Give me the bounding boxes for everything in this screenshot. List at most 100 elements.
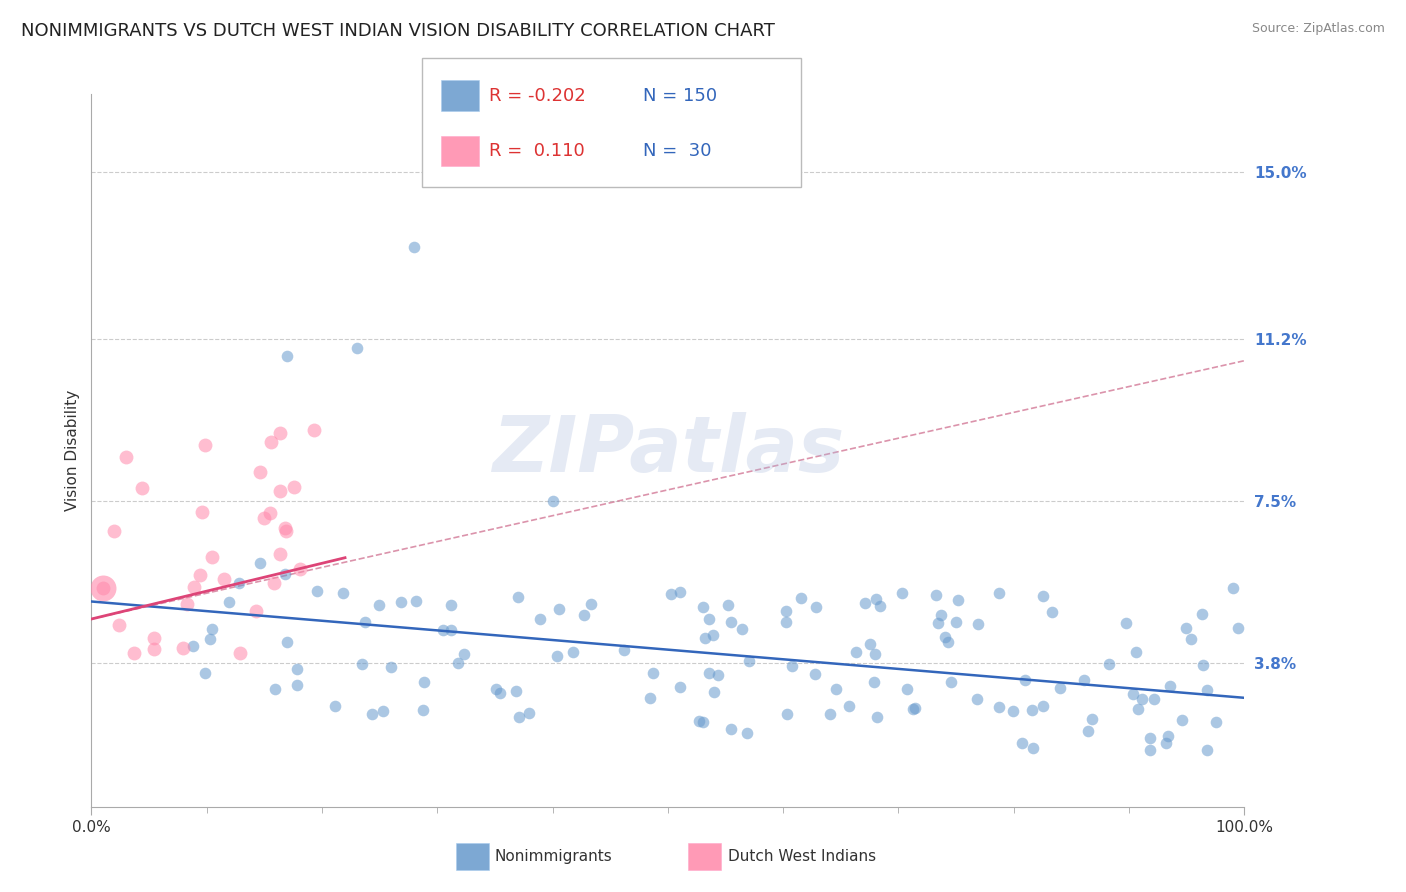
Point — [332, 585, 354, 599]
Point — [866, 709, 889, 723]
Point — [659, 587, 682, 601]
Point — [245, 604, 267, 618]
Point — [1098, 657, 1121, 671]
Point — [1156, 736, 1178, 750]
Point — [1130, 691, 1153, 706]
Point — [228, 576, 250, 591]
Point — [1077, 723, 1099, 738]
Text: Nonimmigrants: Nonimmigrants — [495, 849, 613, 863]
Point — [249, 556, 271, 570]
Point — [804, 599, 827, 614]
Point — [669, 585, 692, 599]
Point — [967, 616, 990, 631]
Point — [896, 682, 918, 697]
Point — [731, 622, 754, 636]
Point — [929, 607, 952, 622]
Point — [367, 598, 389, 612]
Point — [925, 588, 948, 602]
Point — [190, 505, 212, 519]
Point — [668, 681, 690, 695]
Point — [529, 611, 551, 625]
Point — [274, 567, 297, 582]
Point — [201, 549, 224, 564]
Point — [260, 434, 283, 449]
Point — [508, 710, 530, 724]
Point — [380, 659, 402, 673]
Point — [838, 698, 860, 713]
Point — [440, 623, 463, 637]
Point — [276, 635, 298, 649]
Point — [432, 624, 454, 638]
Point — [274, 521, 297, 535]
Point — [818, 706, 841, 721]
Point — [717, 599, 740, 613]
Point — [361, 706, 384, 721]
Point — [91, 582, 114, 596]
Point — [505, 684, 527, 698]
Point — [1139, 743, 1161, 757]
Point — [1040, 605, 1063, 619]
Point — [1081, 712, 1104, 726]
Point — [541, 493, 564, 508]
Point — [107, 617, 129, 632]
Point — [354, 615, 377, 629]
Point — [447, 656, 470, 670]
Point — [865, 647, 887, 661]
Point — [562, 645, 585, 659]
Point — [869, 599, 891, 613]
Point — [214, 572, 236, 586]
Point — [1115, 616, 1137, 631]
Point — [775, 615, 797, 630]
Text: R =  0.110: R = 0.110 — [489, 142, 585, 160]
Point — [1143, 691, 1166, 706]
Point — [904, 701, 927, 715]
Point — [274, 524, 297, 538]
Point — [453, 647, 475, 661]
Point — [346, 341, 368, 355]
Point — [389, 595, 412, 609]
Point — [737, 725, 759, 739]
Point — [1021, 703, 1043, 717]
Point — [350, 657, 373, 671]
Point — [1049, 681, 1071, 695]
Point — [988, 699, 1011, 714]
Point — [1073, 673, 1095, 688]
Point — [276, 349, 298, 363]
Point — [1032, 589, 1054, 603]
Text: N =  30: N = 30 — [643, 142, 711, 160]
Point — [865, 592, 887, 607]
Point — [371, 704, 394, 718]
Point — [404, 240, 426, 254]
Point — [405, 594, 427, 608]
Point — [1001, 704, 1024, 718]
Text: ZIPatlas: ZIPatlas — [492, 412, 844, 489]
Point — [218, 595, 240, 609]
Point — [579, 597, 602, 611]
Point — [91, 582, 114, 596]
Point — [941, 675, 963, 690]
Point — [720, 615, 742, 629]
Point — [122, 646, 145, 660]
Point — [142, 631, 165, 645]
Point — [825, 681, 848, 696]
Point — [489, 686, 512, 700]
Point — [142, 641, 165, 656]
Point — [1014, 673, 1036, 687]
Point — [249, 465, 271, 479]
Point — [307, 583, 329, 598]
Point — [201, 622, 224, 636]
Point — [413, 674, 436, 689]
Point — [546, 649, 568, 664]
Point — [863, 675, 886, 690]
Point — [695, 631, 717, 645]
Point — [288, 562, 311, 576]
Point — [692, 714, 714, 729]
Point — [176, 598, 198, 612]
Text: N = 150: N = 150 — [643, 87, 717, 104]
Point — [1159, 679, 1181, 693]
Point — [845, 645, 868, 659]
Point — [172, 641, 194, 656]
Point — [1195, 682, 1218, 697]
Point — [412, 703, 434, 717]
Point — [323, 698, 346, 713]
